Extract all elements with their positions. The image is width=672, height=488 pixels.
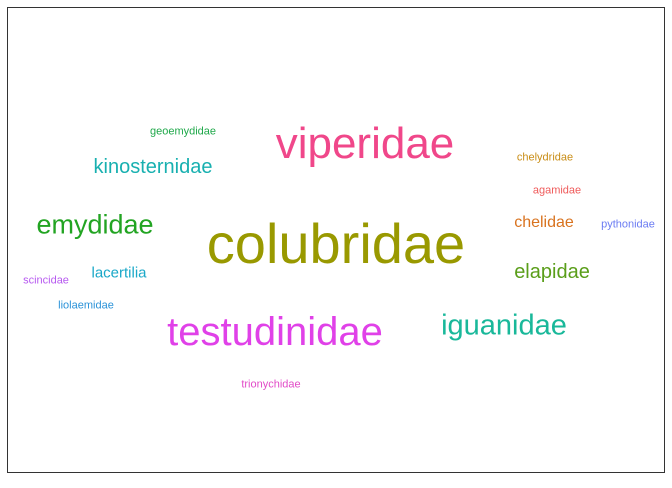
word-testudinidae: testudinidae — [167, 310, 383, 354]
plot-panel: colubridae viperidae testudinidae iguanidae… — [7, 7, 665, 473]
word-viperidae: viperidae — [275, 119, 455, 168]
word-emydidae: emydidae — [36, 209, 154, 240]
word-lacertilia: lacertilia — [91, 264, 147, 282]
word-pythonidae: pythonidae — [601, 218, 655, 231]
word-chelidae: chelidae — [514, 214, 574, 231]
word-geoemydidae: geoemydidae — [149, 125, 217, 138]
word-liolaemidae: liolaemidae — [58, 299, 114, 312]
word-elapidae: elapidae — [514, 261, 590, 283]
word-agamidae: agamidae — [532, 184, 582, 197]
word-colubridae: colubridae — [206, 212, 466, 275]
word-chelydridae: chelydridae — [516, 151, 574, 164]
word-trionychidae: trionychidae — [241, 378, 301, 391]
word-kinosternidae: kinosternidae — [93, 156, 213, 178]
word-iguanidae: iguanidae — [441, 309, 567, 342]
word-scincidae: scincidae — [23, 274, 69, 287]
word-cloud: colubridae viperidae testudinidae iguanidae… — [8, 8, 672, 488]
